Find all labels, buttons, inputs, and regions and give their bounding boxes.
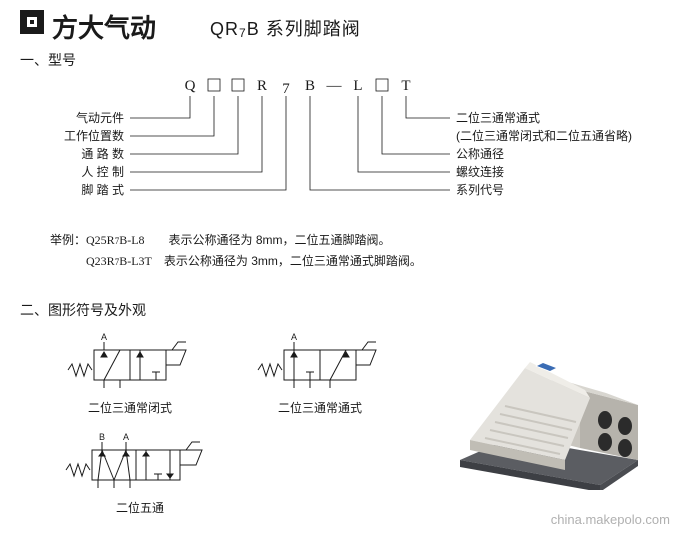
section-1-title: 一、型号: [20, 50, 76, 70]
svg-text:T: T: [401, 78, 410, 94]
brand-logo-icon: [20, 10, 44, 34]
svg-text:7: 7: [282, 81, 290, 97]
svg-text:人 控 制: 人 控 制: [81, 165, 124, 179]
examples-block: 举例：Q25R7B-L8 表示公称通径为 8mm，二位五通脚踏阀。 Q23R7B…: [50, 230, 422, 272]
svg-text:二位三通常通式: 二位三通常通式: [456, 110, 540, 125]
symbol-2pos-3way-nc: A P O 二位三通常闭式: [60, 330, 200, 416]
symbol-2pos-3way-no: A P O 二位三通常通式: [250, 330, 390, 416]
svg-text:A: A: [123, 432, 129, 442]
model-breakdown-diagram: Q R7B — L T 气动元件工作位置数通 路 数人 控 制脚 踏 式 二位三通常通式…: [20, 78, 660, 218]
section-2-title: 二、图形符号及外观: [20, 300, 146, 320]
svg-text:R: R: [257, 78, 267, 94]
svg-text:公称通径: 公称通径: [456, 147, 504, 161]
svg-text:螺纹连接: 螺纹连接: [456, 164, 504, 179]
svg-text:脚 踏 式: 脚 踏 式: [81, 182, 124, 197]
svg-text:A: A: [291, 332, 297, 342]
pedal-valve-image: [430, 330, 650, 490]
svg-text:B: B: [99, 432, 105, 442]
svg-text:Q: Q: [185, 78, 196, 94]
brand-name: 方大气动: [52, 8, 156, 45]
svg-text:B: B: [305, 78, 315, 94]
svg-text:P: P: [291, 389, 297, 390]
svg-text:O: O: [126, 489, 133, 490]
svg-text:—: —: [326, 78, 343, 94]
series-title: QR7B 系列脚踏阀: [210, 15, 361, 41]
symbol-2pos-5way: B A O P O 二位五通: [60, 430, 220, 516]
svg-text:L: L: [353, 78, 362, 94]
svg-text:O: O: [116, 389, 123, 390]
svg-text:P: P: [101, 389, 107, 390]
svg-text:系列代号: 系列代号: [456, 183, 504, 197]
svg-text:A: A: [101, 332, 107, 342]
svg-text:气动元件: 气动元件: [76, 110, 124, 125]
svg-text:(二位三通常闭式和二位五通省略): (二位三通常闭式和二位五通省略): [456, 128, 632, 143]
svg-text:O: O: [94, 489, 101, 490]
svg-text:O: O: [306, 389, 313, 390]
svg-text:P: P: [111, 489, 117, 490]
svg-text:工作位置数: 工作位置数: [64, 128, 124, 143]
svg-text:通 路 数: 通 路 数: [81, 146, 124, 161]
watermark: china.makepolo.com: [551, 512, 670, 527]
